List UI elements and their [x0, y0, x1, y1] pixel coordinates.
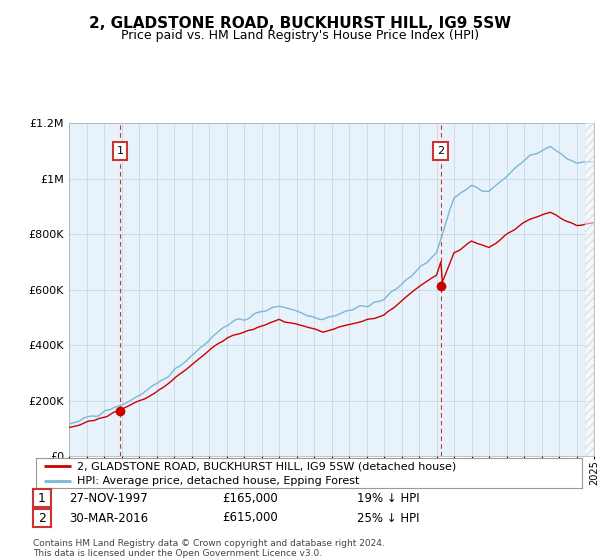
Bar [585, 123, 594, 456]
Text: 2: 2 [437, 146, 445, 156]
Text: 30-MAR-2016: 30-MAR-2016 [69, 511, 148, 525]
Text: 1: 1 [116, 146, 124, 156]
Text: £165,000: £165,000 [222, 492, 278, 505]
Text: 2: 2 [38, 511, 46, 525]
Text: Price paid vs. HM Land Registry's House Price Index (HPI): Price paid vs. HM Land Registry's House … [121, 29, 479, 42]
Text: 19% ↓ HPI: 19% ↓ HPI [357, 492, 419, 505]
Text: 2, GLADSTONE ROAD, BUCKHURST HILL, IG9 5SW: 2, GLADSTONE ROAD, BUCKHURST HILL, IG9 5… [89, 16, 511, 31]
Text: £615,000: £615,000 [222, 511, 278, 525]
Text: Contains HM Land Registry data © Crown copyright and database right 2024.
This d: Contains HM Land Registry data © Crown c… [33, 539, 385, 558]
Text: HPI: Average price, detached house, Epping Forest: HPI: Average price, detached house, Eppi… [77, 475, 359, 486]
Text: 1: 1 [38, 492, 46, 505]
Text: 25% ↓ HPI: 25% ↓ HPI [357, 511, 419, 525]
Text: 27-NOV-1997: 27-NOV-1997 [69, 492, 148, 505]
Text: 2, GLADSTONE ROAD, BUCKHURST HILL, IG9 5SW (detached house): 2, GLADSTONE ROAD, BUCKHURST HILL, IG9 5… [77, 461, 456, 471]
